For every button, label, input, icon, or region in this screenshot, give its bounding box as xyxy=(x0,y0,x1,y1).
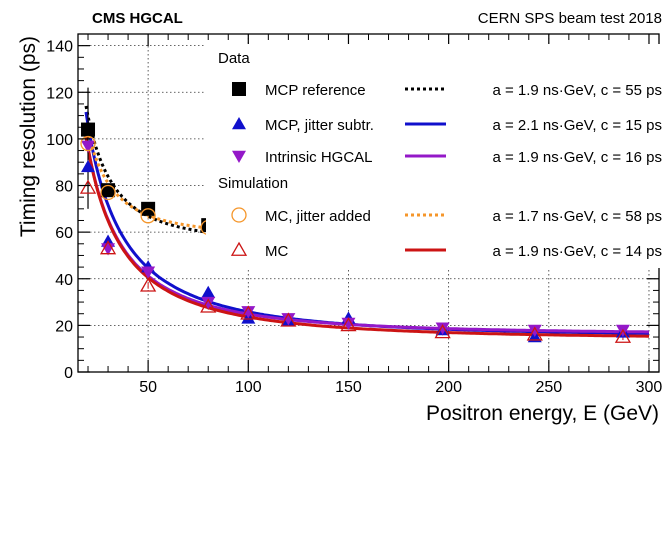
marker-mc xyxy=(526,326,543,341)
marker-mc xyxy=(200,298,217,313)
legend-fit-intrinsic: a = 1.9 ns·GeV, c = 16 ps xyxy=(492,149,662,166)
y-tick-label: 20 xyxy=(55,318,73,335)
marker-mc xyxy=(434,324,451,339)
y-tick-label: 100 xyxy=(46,132,73,149)
marker-mc_jit xyxy=(100,184,116,201)
x-tick-label: 150 xyxy=(335,379,362,396)
legend-marker-mc_jit xyxy=(231,207,247,223)
y-tick-label: 40 xyxy=(55,272,73,289)
marker-mc xyxy=(240,305,257,320)
legend-marker-mc xyxy=(230,241,248,256)
marker-intrinsic xyxy=(201,296,216,310)
legend-background xyxy=(206,44,666,164)
legend-heading-simulation: Simulation xyxy=(218,175,288,192)
marker-intrinsic xyxy=(341,317,356,331)
y-axis-label: Timing resolution (ps) xyxy=(17,36,40,237)
marker-mcp_jit xyxy=(201,285,216,298)
y-tick-label: 60 xyxy=(55,225,73,242)
x-tick-label: 100 xyxy=(235,379,262,396)
header-right-label: CERN SPS beam test 2018 xyxy=(478,10,662,27)
legend-label-mcp_jit: MCP, jitter subtr. xyxy=(265,117,374,134)
legend-fit-mc: a = 1.9 ns·GeV, c = 14 ps xyxy=(492,243,662,260)
marker-mc xyxy=(280,312,297,327)
marker-intrinsic xyxy=(435,322,450,335)
header-left-label: CMS HGCAL xyxy=(92,10,183,27)
marker-intrinsic xyxy=(101,243,116,256)
y-tick-label: 120 xyxy=(46,85,73,102)
marker-mc xyxy=(99,240,117,255)
marker-mc xyxy=(614,328,632,343)
legend-heading-data: Data xyxy=(218,50,250,67)
marker-mcp_jit xyxy=(81,159,96,173)
legend-marker-mcp_jit xyxy=(232,117,246,130)
legend-label-intrinsic: Intrinsic HGCAL xyxy=(265,149,373,166)
marker-intrinsic xyxy=(241,306,256,319)
x-tick-label: 300 xyxy=(636,379,663,396)
legend-fit-mcp_jit: a = 2.1 ns·GeV, c = 15 ps xyxy=(492,117,662,134)
legend-label-mc: MC xyxy=(265,243,288,260)
legend: Data Simulation MCP reference a = 1.9 ns·… xyxy=(206,44,666,268)
x-axis-label: Positron energy, E (GeV) xyxy=(426,402,659,425)
marker-mc xyxy=(340,317,357,332)
marker-intrinsic xyxy=(281,313,296,326)
x-tick-label: 50 xyxy=(139,379,157,396)
marker-intrinsic xyxy=(81,140,96,153)
marker-intrinsic xyxy=(527,324,542,338)
marker-mc xyxy=(79,179,97,194)
fit-curve-intrinsic xyxy=(84,135,649,334)
tick-labels: 50 100 150 200 250 300 0 20 40 60 80 100 120 140 xyxy=(46,39,662,396)
marker-mcp_ref xyxy=(81,122,96,137)
legend-fit-mcp_ref: a = 1.9 ns·GeV, c = 55 ps xyxy=(492,82,662,99)
y-tick-label: 0 xyxy=(64,365,73,382)
legend-label-mcp_ref: MCP reference xyxy=(265,82,366,99)
y-tick-label: 80 xyxy=(55,179,73,196)
marker-mc xyxy=(140,277,157,292)
x-tick-label: 200 xyxy=(435,379,462,396)
y-tick-label: 140 xyxy=(46,39,73,56)
legend-marker-mcp_ref xyxy=(232,82,246,96)
marker-mc_jit xyxy=(80,135,96,152)
fit-curve-mc xyxy=(84,136,649,338)
legend-fit-mc_jit: a = 1.7 ns·GeV, c = 58 ps xyxy=(492,208,662,225)
marker-mc_jit xyxy=(140,208,156,224)
marker-intrinsic xyxy=(141,266,156,279)
legend-label-mc_jit: MC, jitter added xyxy=(265,208,371,225)
x-tick-label: 250 xyxy=(535,379,562,396)
legend-marker-intrinsic xyxy=(232,150,246,163)
